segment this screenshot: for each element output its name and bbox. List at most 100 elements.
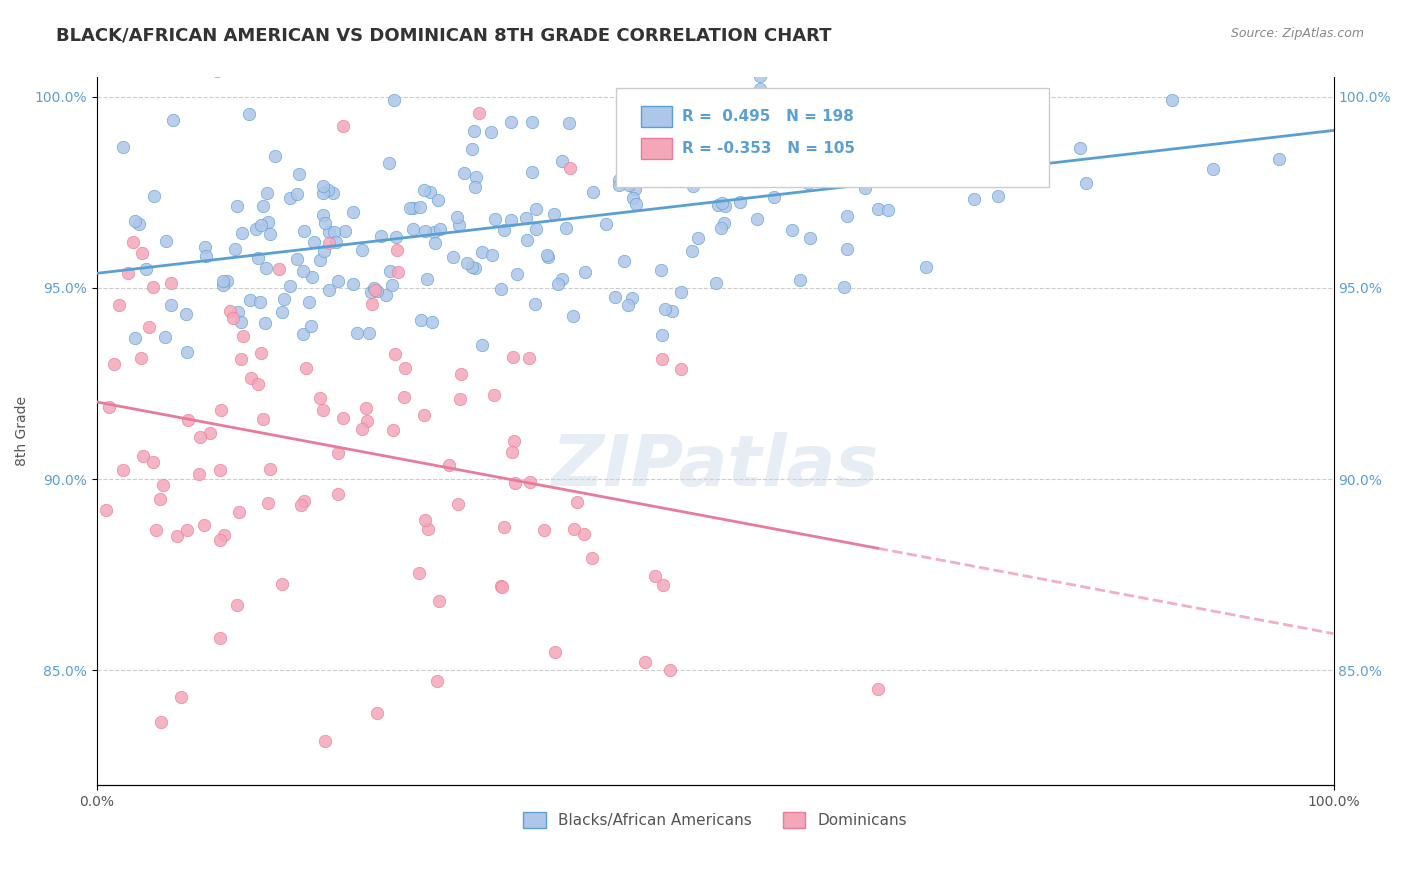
Point [322,186,344,200]
Point [342,205,364,219]
Point [543,207,565,221]
Point [239,293,262,307]
Point [544,645,567,659]
Point [456,256,478,270]
Point [664,126,686,140]
Point [837,209,859,223]
Point [326,487,349,501]
Point [652,578,675,592]
Point [634,656,657,670]
Point [308,252,330,267]
Point [112,140,135,154]
Point [398,201,420,215]
Point [671,285,693,299]
Point [416,272,439,286]
Point [267,261,290,276]
Point [326,274,349,288]
Point [318,225,340,239]
Point [479,125,502,139]
Point [605,290,627,304]
Point [384,347,406,361]
Point [212,527,235,541]
Point [363,281,385,295]
Point [654,301,676,316]
Point [232,329,254,343]
Point [194,240,217,254]
Point [314,244,336,258]
Point [366,285,388,299]
Point [193,517,215,532]
Point [412,408,434,422]
Point [461,260,484,274]
Point [252,412,274,426]
Point [162,113,184,128]
Point [1069,140,1091,154]
Point [418,523,440,537]
Point [381,423,404,437]
FancyBboxPatch shape [616,88,1049,187]
Point [974,171,997,186]
Point [558,116,581,130]
Y-axis label: 8th Grade: 8th Grade [15,396,30,467]
Point [789,273,811,287]
Point [987,189,1010,203]
Point [352,243,374,257]
Point [226,599,249,613]
Point [492,520,515,534]
Point [491,580,513,594]
Text: R = -0.353   N = 105: R = -0.353 N = 105 [682,141,855,156]
Point [564,522,586,536]
Point [152,478,174,492]
Point [624,182,647,196]
Point [547,277,569,292]
Point [299,318,322,333]
Point [963,192,986,206]
Point [551,272,574,286]
Point [402,222,425,236]
Point [231,226,253,240]
Point [291,264,314,278]
Point [153,330,176,344]
Point [245,222,267,236]
Point [501,212,523,227]
Point [117,266,139,280]
Point [291,327,314,342]
Point [797,176,820,190]
Point [468,105,491,120]
Point [128,217,150,231]
Point [957,144,980,158]
Point [426,193,449,207]
Point [664,132,686,146]
Point [314,733,336,747]
Point [280,279,302,293]
Point [450,367,472,381]
Point [273,293,295,307]
Point [582,185,605,199]
Point [482,387,505,401]
Point [318,283,340,297]
Point [489,282,512,296]
Point [312,186,335,200]
Text: BLACK/AFRICAN AMERICAN VS DOMINICAN 8TH GRADE CORRELATION CHART: BLACK/AFRICAN AMERICAN VS DOMINICAN 8TH … [56,27,832,45]
Point [876,203,898,218]
Point [292,494,315,508]
Point [408,566,430,581]
Point [506,267,529,281]
Point [595,217,617,231]
Point [567,495,589,509]
Point [354,401,377,415]
Point [387,265,409,279]
Point [346,326,368,340]
Point [671,361,693,376]
Point [314,216,336,230]
Point [581,550,603,565]
Point [704,276,727,290]
Point [866,202,889,216]
Point [292,224,315,238]
Point [464,261,486,276]
Point [465,169,488,184]
Legend: Blacks/African Americans, Dominicans: Blacks/African Americans, Dominicans [517,805,914,834]
Point [484,212,506,227]
Point [302,235,325,249]
Point [682,179,704,194]
